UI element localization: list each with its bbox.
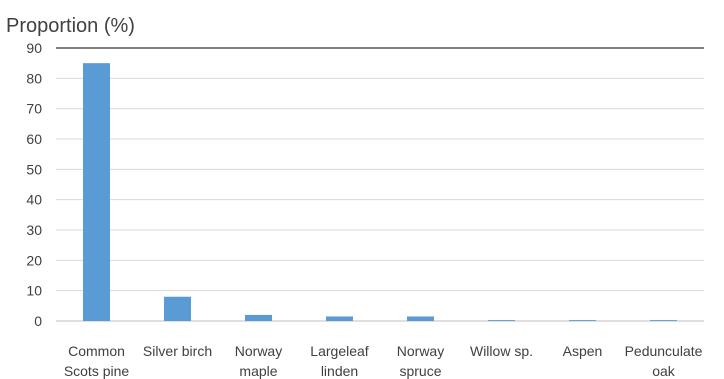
bar <box>569 320 596 321</box>
y-tick-label: 90 <box>26 40 42 56</box>
x-tick-label: Norway maple <box>235 343 282 379</box>
y-tick-label: 60 <box>26 131 42 147</box>
x-tick-label: Willow sp. <box>470 343 533 359</box>
x-tick-labels: Common Scots pine Silver birch Norway maple L… <box>64 343 703 379</box>
x-tick-label: Norway spruce <box>397 343 444 379</box>
x-tick-label: Pedunculate oak <box>625 343 703 379</box>
y-tick-label: 30 <box>26 222 42 238</box>
y-axis-label: Proportion (%) <box>6 15 135 37</box>
y-tick-label: 50 <box>26 161 42 177</box>
y-tick-label: 70 <box>26 101 42 117</box>
bar <box>245 314 272 321</box>
bar <box>650 320 677 321</box>
bar <box>407 316 434 321</box>
bar <box>488 320 515 321</box>
x-tick-label: Silver birch <box>143 343 212 359</box>
bars <box>83 63 677 322</box>
y-tick-label: 40 <box>26 192 42 208</box>
gridlines <box>56 47 704 322</box>
x-tick-label: Common Scots pine <box>64 343 130 379</box>
bar <box>326 316 353 321</box>
x-tick-label: Largeleaf linden <box>310 343 368 379</box>
y-tick-label: 20 <box>26 252 42 268</box>
y-tick-labels: 0 10 20 30 40 50 60 70 80 90 <box>26 40 42 329</box>
y-tick-label: 10 <box>26 283 42 299</box>
y-tick-label: 0 <box>34 313 42 329</box>
y-tick-label: 80 <box>26 70 42 86</box>
bar <box>83 63 110 322</box>
bar <box>164 296 191 321</box>
x-tick-label: Aspen <box>563 343 603 359</box>
